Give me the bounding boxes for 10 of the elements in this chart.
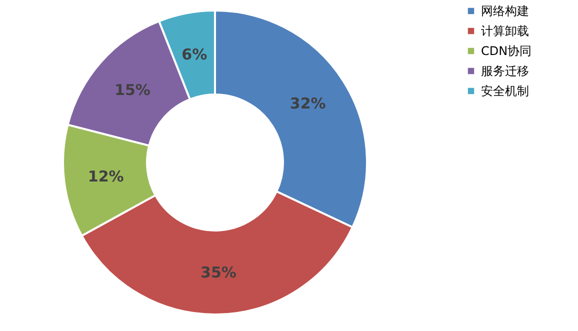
legend-label: 服务迁移 — [481, 64, 529, 78]
data-label: 35% — [200, 263, 236, 282]
data-label: 6% — [182, 45, 208, 64]
data-label: 12% — [88, 167, 124, 186]
legend-label: 计算卸载 — [481, 24, 529, 38]
legend-label: CDN协同 — [481, 44, 532, 58]
legend-label: 网络构建 — [481, 4, 529, 18]
data-label: 32% — [290, 94, 326, 113]
legend-label: 安全机制 — [481, 84, 529, 98]
data-label: 15% — [114, 80, 150, 99]
